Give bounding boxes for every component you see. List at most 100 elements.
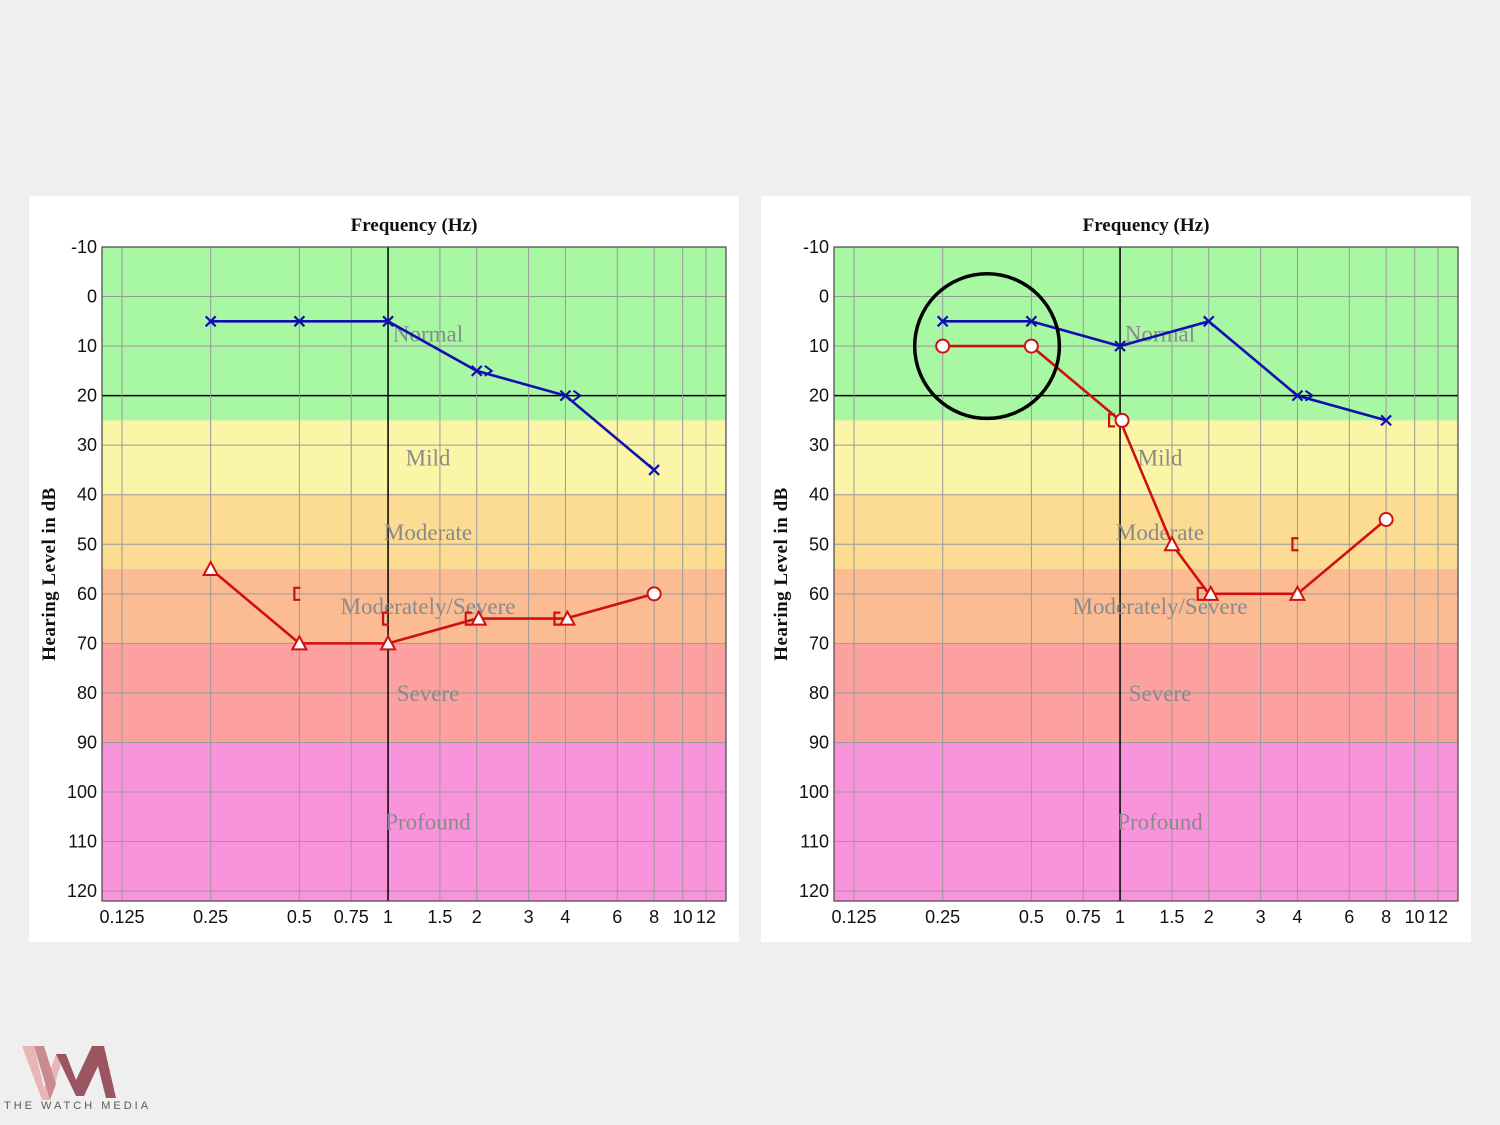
data-point-marker	[559, 389, 583, 402]
bracket-marker	[1196, 586, 1204, 601]
x-tick-label: 8	[1381, 907, 1391, 927]
bracket-marker	[553, 611, 561, 626]
plot-frame	[101, 246, 727, 902]
y-tick-label: 10	[809, 336, 829, 356]
bracket-marker	[1291, 537, 1299, 552]
y-tick-label: -10	[803, 237, 829, 257]
zone-band-moderately-severe	[834, 569, 1458, 644]
bracket-marker	[464, 611, 472, 626]
x-marker	[470, 365, 483, 377]
bracket-marker	[293, 586, 301, 601]
arrow-marker	[572, 389, 583, 402]
circle-marker	[1378, 512, 1394, 527]
zone-band-moderate	[102, 494, 726, 570]
y-tick-label: -10	[71, 237, 97, 257]
zone-band-normal	[102, 247, 726, 421]
plot-frame	[833, 246, 1459, 902]
y-tick-label: 120	[67, 881, 97, 901]
y-tick-label: 60	[809, 584, 829, 604]
zone-label-severe: Severe	[1129, 681, 1192, 706]
logo-accent-shape	[34, 1046, 56, 1100]
triangle-marker	[1202, 584, 1220, 601]
y-tick-label: 100	[799, 782, 829, 802]
y-tick-label: 80	[809, 683, 829, 703]
data-point-marker	[646, 586, 662, 602]
y-tick-label: 70	[77, 633, 97, 653]
data-point-marker	[290, 634, 309, 651]
bracket-marker	[1107, 413, 1116, 428]
zone-label-moderately-severe: Moderately/Severe	[1073, 594, 1248, 619]
audiogram-left-panel: Frequency (Hz) Hearing Level in dB Normal M…	[29, 196, 739, 942]
x-tick-label: 8	[649, 907, 659, 927]
y-axis-label: Hearing Level in dB	[771, 487, 792, 661]
x-marker	[293, 315, 306, 328]
highlight-circle-annotation	[912, 271, 1062, 421]
zone-band-profound	[834, 742, 1458, 901]
data-point-marker	[464, 609, 488, 626]
arrow-marker	[484, 365, 494, 377]
watch-media-logo	[22, 1046, 116, 1100]
x-tick-label: 10	[1405, 907, 1425, 927]
zone-band-moderately-severe	[102, 569, 726, 644]
x-tick-label: 1	[1115, 907, 1125, 927]
zone-band-profound	[102, 742, 726, 901]
zone-label-mild: Mild	[1138, 446, 1183, 471]
data-point-marker	[1196, 584, 1220, 601]
data-point-marker	[1291, 389, 1315, 402]
x-tick-label: 4	[1292, 907, 1302, 927]
y-tick-label: 60	[77, 584, 97, 604]
audiogram-right-chart: Frequency (Hz)Hearing Level in dBNormalM…	[771, 215, 1459, 927]
x-marker	[1114, 340, 1126, 352]
data-point-marker	[1023, 338, 1039, 354]
x-tick-label: 2	[1204, 907, 1214, 927]
x-tick-label: 0.75	[334, 907, 369, 927]
x-tick-label: 3	[1256, 907, 1266, 927]
y-tick-label: 80	[77, 683, 97, 703]
y-tick-label: 110	[800, 832, 829, 852]
x-marker	[648, 464, 660, 476]
x-tick-label: 12	[1428, 907, 1448, 927]
zone-label-moderately-severe: Moderately/Severe	[341, 594, 516, 619]
y-tick-label: 30	[809, 435, 829, 455]
x-tick-label: 0.75	[1066, 907, 1101, 927]
y-tick-label: 0	[87, 287, 97, 307]
logo-m-shape	[56, 1046, 116, 1098]
zone-band-mild	[102, 420, 726, 495]
x-tick-label: 1	[383, 907, 393, 927]
y-tick-label: 20	[77, 386, 97, 406]
data-point-marker	[1378, 512, 1394, 527]
audiogram-left-chart: Frequency (Hz)Hearing Level in dBNormalM…	[39, 215, 727, 927]
y-tick-label: 10	[77, 336, 97, 356]
x-marker	[936, 315, 949, 328]
x-marker	[1291, 389, 1304, 402]
series-line-red	[209, 568, 655, 645]
y-tick-label: 90	[809, 732, 829, 752]
y-tick-label: 20	[809, 386, 829, 406]
y-tick-label: 30	[77, 435, 97, 455]
data-point-marker	[1114, 340, 1126, 352]
data-point-marker	[382, 315, 394, 328]
data-point-marker	[1163, 535, 1181, 552]
y-tick-label: 40	[77, 485, 97, 505]
triangle-marker	[379, 634, 397, 651]
zone-band-normal	[834, 247, 1458, 421]
y-tick-label: 50	[77, 534, 97, 554]
zone-band-moderate	[834, 494, 1458, 570]
data-point-marker	[1380, 414, 1392, 427]
zone-label-severe: Severe	[397, 681, 460, 706]
data-point-marker	[204, 315, 217, 328]
data-point-marker	[648, 464, 660, 476]
y-tick-label: 40	[809, 485, 829, 505]
series-line-blue	[210, 320, 655, 471]
triangle-marker	[558, 609, 577, 626]
data-point-marker	[1202, 315, 1215, 328]
zone-label-moderate: Moderate	[384, 520, 472, 545]
x-marker	[1380, 414, 1392, 427]
chart-title: Frequency (Hz)	[351, 215, 478, 236]
zone-label-profound: Profound	[1117, 810, 1203, 835]
chart-title: Frequency (Hz)	[1083, 215, 1210, 236]
data-point-marker	[1107, 412, 1130, 428]
circle-marker	[935, 338, 951, 354]
zone-label-profound: Profound	[385, 810, 471, 835]
x-tick-label: 0.125	[831, 907, 876, 927]
